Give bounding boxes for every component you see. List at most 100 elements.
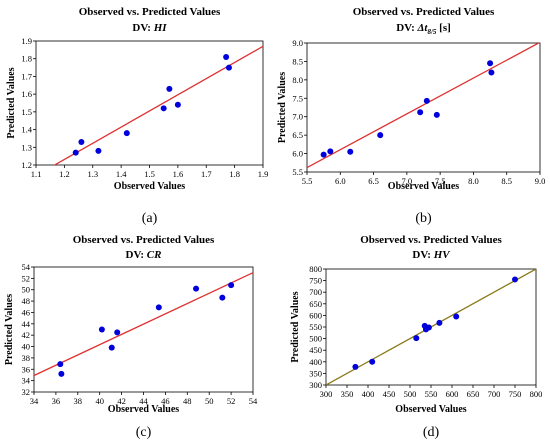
- x-tick-label: 48: [183, 396, 192, 406]
- subtitle-variable: HI: [153, 22, 168, 34]
- data-point: [193, 285, 200, 292]
- x-tick-label: 5.5: [302, 176, 313, 186]
- x-tick-label: 7.0: [402, 176, 413, 186]
- subtitle-prefix: DV:: [132, 22, 153, 34]
- chart-panel-4: Observed vs. Predicted Values DV: HV 300 35…: [290, 234, 542, 440]
- chart-subtitle: DV: CR: [126, 249, 162, 261]
- x-tick-label: 7.5: [435, 176, 446, 186]
- x-tick-label: 650: [467, 389, 480, 399]
- y-tick-label: 1.6: [21, 89, 32, 99]
- x-tick-label: 9.0: [535, 176, 546, 186]
- x-tick-label: 8.0: [468, 176, 479, 186]
- data-point: [487, 60, 494, 67]
- subtitle-prefix: DV:: [396, 22, 417, 34]
- subtitle-suffix: [s]: [436, 22, 450, 34]
- subtitle-variable: CR: [147, 249, 162, 261]
- y-tick-label: 650: [309, 299, 322, 309]
- y-axis-label: Predicted Values: [4, 294, 15, 365]
- data-point: [98, 326, 105, 333]
- data-point: [347, 148, 354, 155]
- x-tick-label: 6.0: [335, 176, 346, 186]
- data-point: [57, 361, 64, 368]
- x-tick-label: 500: [404, 389, 417, 399]
- x-tick-label: 1.9: [258, 169, 269, 179]
- data-point: [72, 149, 79, 156]
- x-tick-label: 1.4: [116, 169, 127, 179]
- y-tick-label: 800: [309, 264, 322, 274]
- data-point: [423, 97, 430, 104]
- x-tick-label: 300: [320, 389, 333, 399]
- data-point: [436, 319, 443, 326]
- data-point: [95, 147, 102, 154]
- data-point: [453, 313, 460, 320]
- data-point: [413, 335, 420, 342]
- y-axis-label: Predicted Values: [6, 67, 17, 138]
- chart-title: Observed vs. Predicted Values: [73, 234, 215, 246]
- x-tick-label: 400: [362, 389, 375, 399]
- x-tick-label: 36: [52, 396, 61, 406]
- subtitle-prefix: DV:: [412, 249, 433, 261]
- data-point: [228, 282, 235, 289]
- x-tick-label: 1.7: [201, 169, 212, 179]
- y-tick-label: 7.0: [292, 112, 303, 122]
- x-tick-label: 38: [74, 396, 83, 406]
- data-point: [114, 329, 121, 336]
- y-axis-label: Predicted Values: [277, 72, 288, 143]
- x-tick-label: 1.6: [173, 169, 184, 179]
- x-tick-label: 1.5: [144, 169, 155, 179]
- y-tick-label: 450: [309, 345, 322, 355]
- chart-subtitle: DV: HV: [412, 249, 451, 261]
- y-tick-label: 6.0: [292, 149, 303, 159]
- x-tick-label: 54: [249, 396, 258, 406]
- x-tick-label: 750: [509, 389, 522, 399]
- y-tick-label: 8.0: [292, 75, 303, 85]
- panel-label: (b): [415, 211, 432, 226]
- data-point: [58, 370, 65, 377]
- x-tick-label: 700: [488, 389, 501, 399]
- chart-subtitle: DV: HI: [132, 22, 167, 34]
- y-tick-label: 6.5: [292, 130, 303, 140]
- y-tick-label: 32: [22, 387, 31, 397]
- chart-title: Observed vs. Predicted Values: [79, 6, 221, 18]
- x-tick-label: 44: [139, 396, 148, 406]
- data-point: [488, 69, 495, 76]
- x-tick-label: 550: [425, 389, 438, 399]
- data-point: [160, 105, 167, 112]
- y-tick-label: 48: [22, 296, 31, 306]
- data-point: [377, 132, 384, 139]
- x-tick-label: 450: [383, 389, 396, 399]
- data-point: [433, 111, 440, 118]
- plot-area: [306, 42, 541, 173]
- subtitle-variable: HV: [433, 249, 452, 261]
- subtitle-subscript: 8/5: [427, 28, 436, 36]
- y-tick-label: 550: [309, 322, 322, 332]
- y-tick-label: 5.5: [292, 167, 303, 177]
- plot-area: [33, 266, 254, 393]
- panel-label: (a): [142, 211, 158, 226]
- y-tick-label: 36: [22, 364, 31, 374]
- y-tick-label: 600: [309, 310, 322, 320]
- y-tick-label: 46: [22, 307, 31, 317]
- y-tick-label: 1.2: [21, 160, 32, 170]
- data-point: [78, 138, 85, 145]
- y-tick-label: 8.5: [292, 56, 303, 66]
- y-tick-label: 54: [22, 262, 31, 272]
- data-point: [225, 64, 232, 71]
- y-tick-label: 1.9: [21, 36, 32, 46]
- subtitle-variable: Δt: [417, 22, 429, 34]
- x-axis-label: Observed Values: [395, 404, 467, 415]
- data-point: [512, 276, 518, 283]
- data-point: [123, 130, 130, 137]
- x-tick-label: 40: [95, 396, 104, 406]
- x-tick-label: 42: [117, 396, 126, 406]
- data-point: [223, 53, 230, 60]
- y-tick-label: 7.5: [292, 93, 303, 103]
- x-tick-label: 600: [446, 389, 459, 399]
- y-axis-label: Predicted Values: [290, 291, 301, 362]
- x-tick-label: 6.5: [368, 176, 379, 186]
- chart-panel-2: Observed vs. Predicted Values DV: Δt8/5 […: [277, 6, 545, 226]
- chart-subtitle: DV: Δt8/5 [s]: [396, 22, 451, 36]
- x-tick-label: 50: [205, 396, 214, 406]
